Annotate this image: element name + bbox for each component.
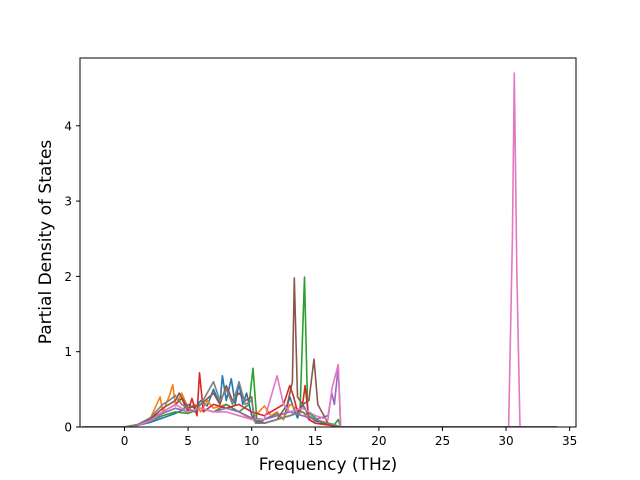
plot-frame: [79, 57, 577, 428]
y-tick-label: 0: [64, 421, 72, 435]
x-tick-label: 15: [308, 434, 323, 448]
y-tick-label: 1: [64, 345, 72, 359]
x-tick-label: 20: [371, 434, 386, 448]
series-layer: [82, 72, 557, 427]
y-tick-label: 4: [64, 119, 72, 133]
x-tick-label: 0: [121, 434, 129, 448]
x-tick-label: 5: [184, 434, 192, 448]
series-line-3: [82, 276, 557, 427]
y-axis-label: Partial Density of States: [36, 140, 56, 345]
y-tick-label: 2: [64, 270, 72, 284]
x-tick-label: 10: [244, 434, 259, 448]
y-axis-ticks: 0 1 2 3 4: [64, 119, 80, 435]
x-tick-label: 35: [562, 434, 577, 448]
series-line-5: [82, 365, 557, 427]
series-line-6: [82, 277, 557, 427]
series-line-7: [82, 72, 557, 427]
x-axis-ticks: 0 5 10 15 20 25 30 35: [121, 427, 577, 448]
x-tick-label: 30: [498, 434, 513, 448]
series-line-8: [82, 380, 557, 427]
x-tick-label: 25: [435, 434, 450, 448]
x-axis-label: Frequency (THz): [259, 455, 398, 475]
y-tick-label: 3: [64, 195, 72, 209]
